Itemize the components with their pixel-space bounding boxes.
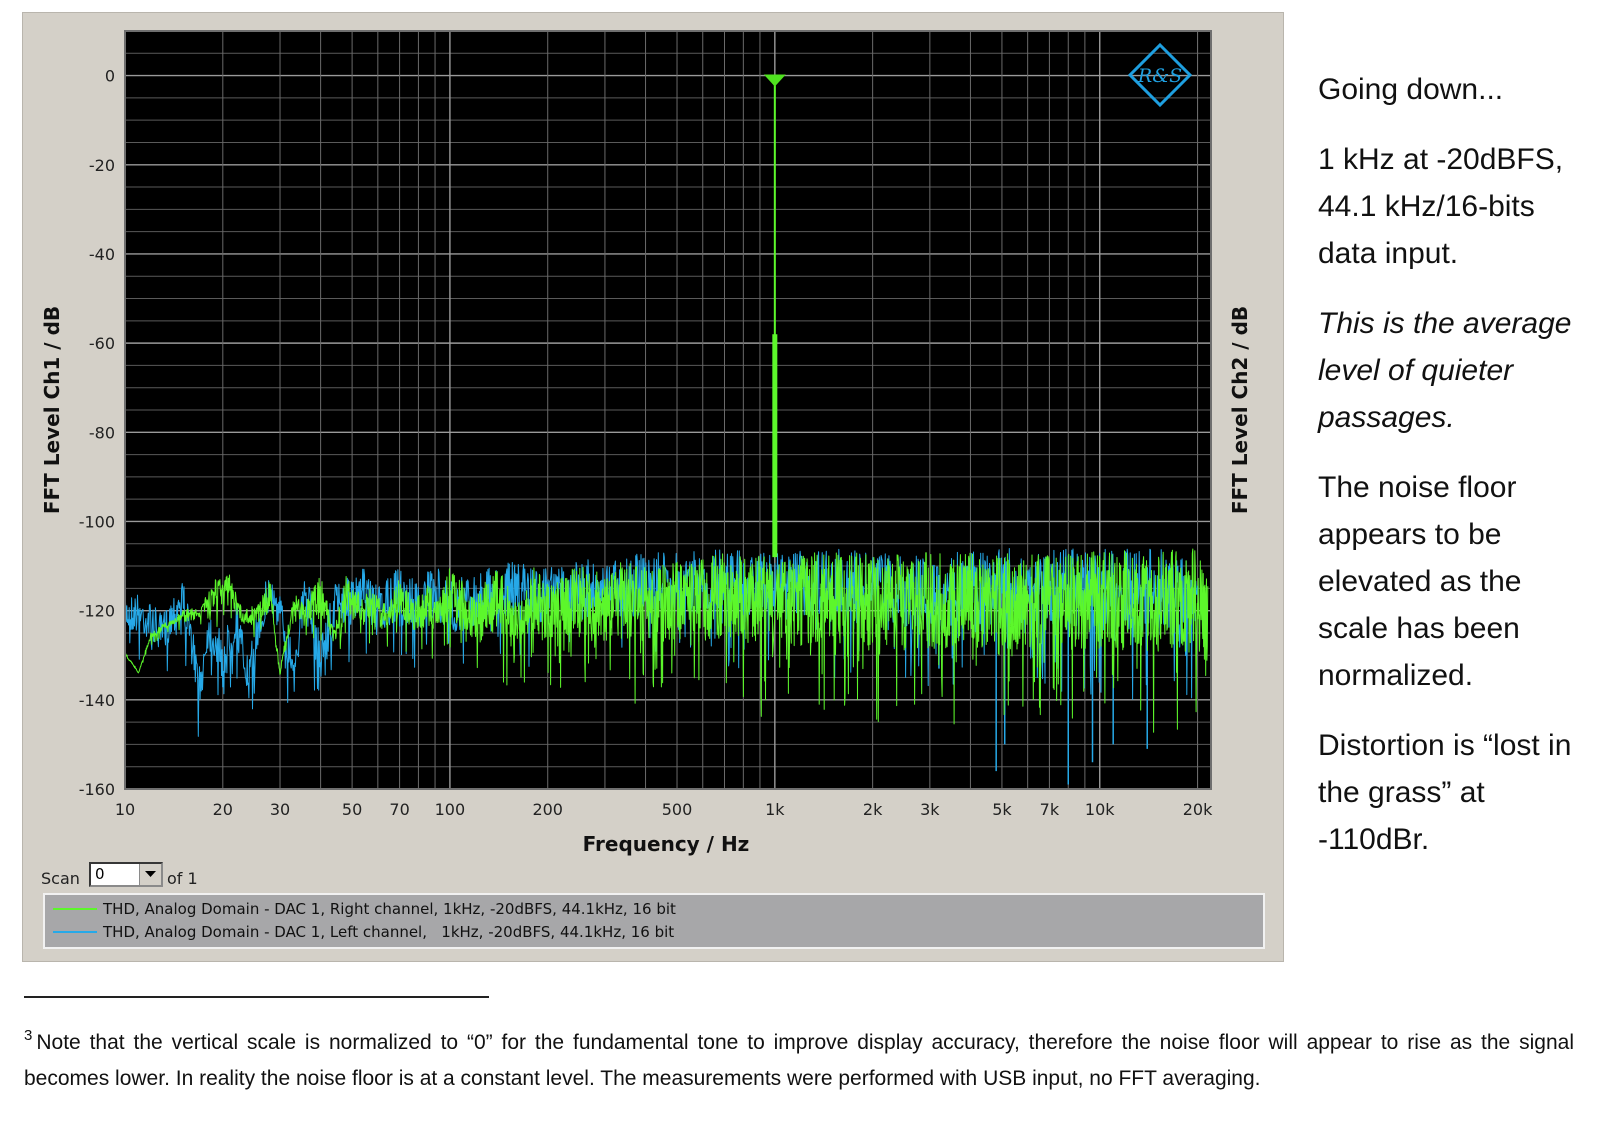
legend-swatch-blue <box>53 931 97 933</box>
x-tick-label: 2k <box>863 800 883 819</box>
legend-item-left-channel: THD, Analog Domain - DAC 1, Left channel… <box>53 921 674 943</box>
commentary-paragraph: The noise floor appears to be elevated a… <box>1318 471 1522 692</box>
scan-label: Scan <box>41 869 80 888</box>
scan-dropdown-button[interactable] <box>139 864 161 885</box>
y-tick-label: -100 <box>79 512 115 531</box>
x-tick-label: 1k <box>765 800 785 819</box>
commentary-paragraph: Distortion is “lost in the grass” at -11… <box>1318 729 1572 856</box>
y-tick-label: -140 <box>79 691 115 710</box>
x-tick-label: 30 <box>270 800 290 819</box>
footnote-divider <box>24 996 489 998</box>
scan-count-label: of 1 <box>167 869 198 888</box>
y-tick-label: 0 <box>105 67 115 86</box>
y-tick-label: -80 <box>89 423 115 442</box>
x-tick-label: 200 <box>532 800 563 819</box>
x-tick-label: 10 <box>115 800 135 819</box>
legend-item-right-channel: THD, Analog Domain - DAC 1, Right channe… <box>53 898 676 920</box>
logo-text: R&S <box>1137 65 1182 87</box>
fft-chart: R&S 0 -20 -40 -60 -80 -100 -120 -140 -160 10 20 30… <box>40 30 1252 856</box>
series-right-channel-trace <box>124 548 1209 733</box>
fundamental-marker-icon <box>763 74 786 87</box>
x-tick-label: 100 <box>435 800 466 819</box>
x-tick-label: 10k <box>1085 800 1115 819</box>
x-tick-label: 20k <box>1183 800 1213 819</box>
footnote-text: Note that the vertical scale is normaliz… <box>24 1031 1574 1090</box>
x-tick-label: 50 <box>342 800 362 819</box>
footnote: 3 Note that the vertical scale is normali… <box>24 1018 1574 1097</box>
y-tick-label: -40 <box>89 245 115 264</box>
y-axis-title-right: FFT Level Ch2 / dB <box>1228 306 1252 514</box>
chevron-down-icon <box>145 871 156 877</box>
y-tick-label: -20 <box>89 156 115 175</box>
y-tick-labels: 0 -20 -40 -60 -80 -100 -120 -140 -160 <box>79 67 115 799</box>
commentary-paragraph: Going down... <box>1318 73 1504 106</box>
footnote-number: 3 <box>24 1027 33 1044</box>
commentary-paragraph-italic: This is the average level of quieter pas… <box>1318 307 1572 434</box>
legend-label: THD, Analog Domain - DAC 1, Right channe… <box>103 900 676 918</box>
scan-select-value: 0 <box>95 865 105 883</box>
plot-frame <box>124 30 1212 790</box>
scan-select[interactable]: 0 <box>89 862 163 887</box>
series-layer <box>124 84 1209 785</box>
x-tick-label: 3k <box>920 800 940 819</box>
analyzer-panel: R&S 0 -20 -40 -60 -80 -100 -120 -140 -160 10 20 30… <box>22 12 1284 962</box>
legend-label: THD, Analog Domain - DAC 1, Left channel… <box>103 923 675 941</box>
chart-legend: THD, Analog Domain - DAC 1, Right channe… <box>43 893 1265 949</box>
legend-swatch-green <box>53 908 97 910</box>
y-tick-label: -160 <box>79 780 115 799</box>
logo-diamond <box>1127 42 1193 108</box>
x-tick-label: 5k <box>992 800 1012 819</box>
y-tick-label: -60 <box>89 334 115 353</box>
y-tick-label: -120 <box>79 602 115 621</box>
marker-layer <box>763 74 786 87</box>
y-axis-title-left: FFT Level Ch1 / dB <box>40 306 64 514</box>
commentary-paragraph: 1 kHz at -20dBFS, 44.1 kHz/16-bits data … <box>1318 143 1564 270</box>
x-tick-label: 500 <box>662 800 693 819</box>
x-tick-labels: 10 20 30 50 70 100 200 500 1k 2k 3k 5k 7k 10k 20k <box>115 800 1213 819</box>
x-tick-label: 20 <box>213 800 233 819</box>
rohde-schwarz-logo: R&S <box>1127 42 1193 108</box>
x-axis-title: Frequency / Hz <box>583 832 750 856</box>
x-tick-label: 7k <box>1040 800 1060 819</box>
commentary: Going down... 1 kHz at -20dBFS, 44.1 kHz… <box>1318 66 1593 886</box>
x-tick-label: 70 <box>389 800 409 819</box>
